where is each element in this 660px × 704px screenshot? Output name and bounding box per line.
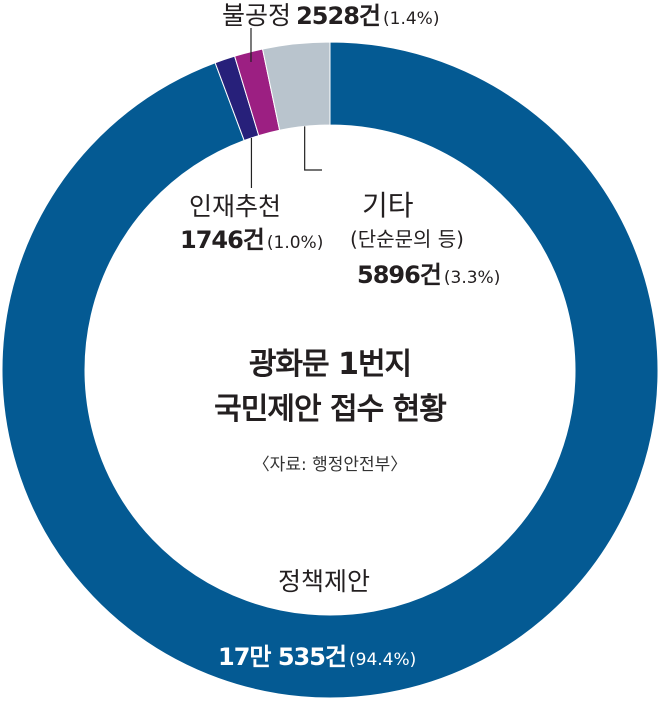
slice-label-policy: 정책제안	[278, 567, 371, 596]
chart-title-line1: 광화문 1번지	[248, 347, 412, 382]
slice-sublabel-other: (단순문의 등)	[350, 227, 464, 251]
slice-category: 인재추천	[189, 192, 282, 221]
slice-count: 5896건	[357, 261, 442, 289]
slice-value-other: 5896건 (3.3%)	[357, 263, 500, 287]
slice-count: 17만 535건	[218, 643, 347, 671]
slice-count: 2528건	[296, 2, 381, 30]
slice-count: 1746건	[180, 226, 265, 254]
slice-percent: (1.4%)	[383, 9, 440, 29]
slice-policy	[1, 41, 659, 699]
slice-label-other: 기타	[362, 192, 414, 220]
slice-percent: (3.3%)	[443, 268, 501, 288]
slice-label-unfair: 불공정 2528건 (1.4%)	[222, 3, 439, 28]
slice-other	[261, 41, 331, 131]
slice-label-talent: 인재추천	[189, 194, 281, 219]
slice-category: 불공정	[222, 1, 292, 30]
chart-title-line2: 국민제안 접수 현황	[214, 392, 447, 427]
leader-line-other	[304, 126, 322, 171]
slice-value-policy: 17만 535건 (94.4%)	[218, 645, 416, 669]
slice-percent: (94.4%)	[349, 650, 417, 670]
chart-source: 〈자료: 행정안전부〉	[252, 455, 408, 475]
slice-percent: (1.0%)	[266, 233, 324, 253]
slice-category: 기타	[362, 189, 414, 222]
slice-value-talent: 1746건 (1.0%)	[180, 228, 323, 252]
